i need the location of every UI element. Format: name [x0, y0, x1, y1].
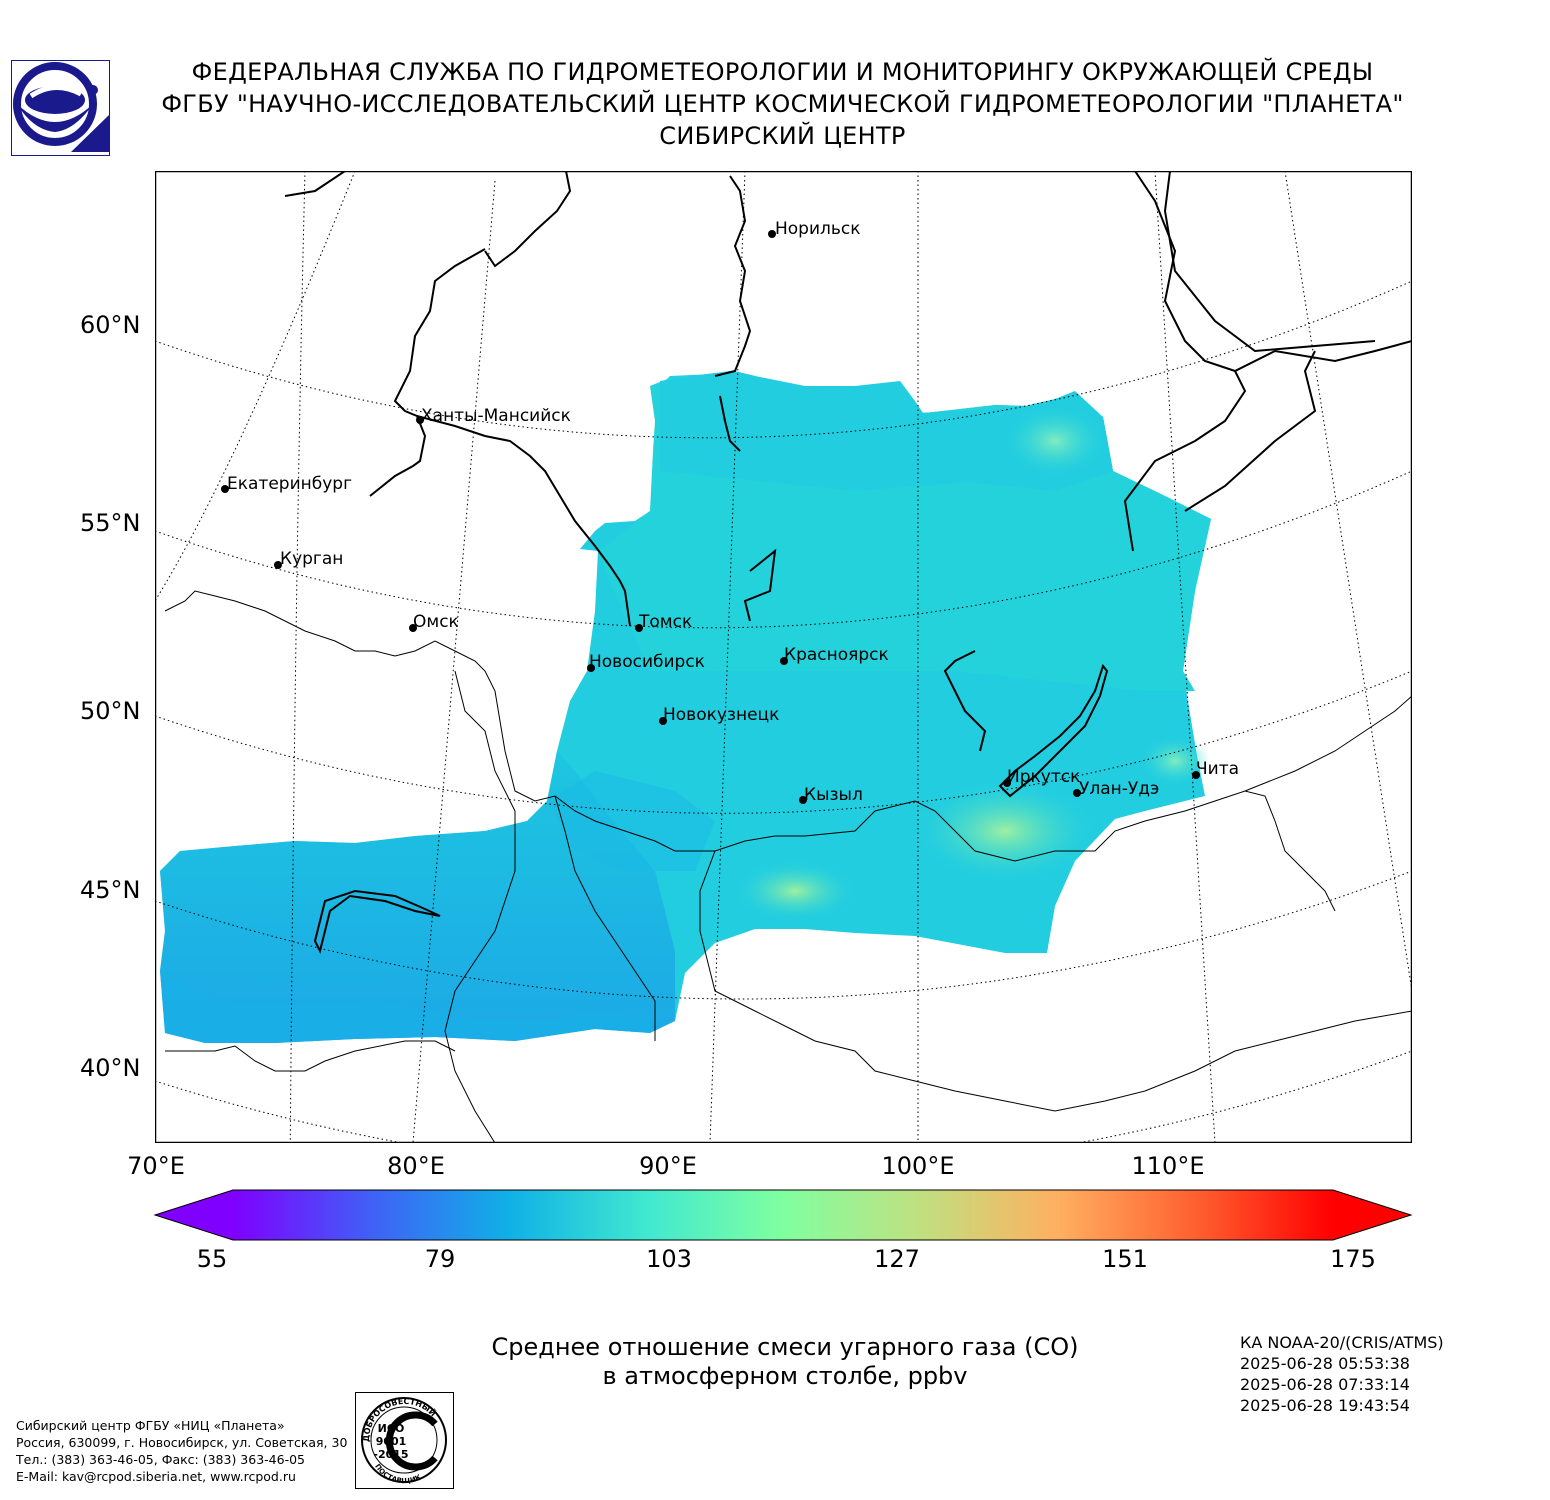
co-low-band-2	[165, 971, 650, 1043]
satellite-time-1: 2025-06-28 05:53:38	[1240, 1354, 1410, 1373]
footer-org: Сибирский центр ФГБУ «НИЦ «Планета»	[16, 1418, 285, 1433]
satellite-time-3: 2025-06-28 19:43:54	[1240, 1396, 1410, 1415]
svg-text:Красноярск: Красноярск	[784, 645, 889, 665]
header-line-3: СИБИРСКИЙ ЦЕНТР	[659, 122, 906, 150]
city-norilsk: Норильск	[768, 219, 861, 239]
footer-address: Россия, 630099, г. Новосибирск, ул. Сове…	[16, 1435, 348, 1450]
lat-label-40: 40°N	[80, 1054, 141, 1082]
colorbar-tick-151: 151	[1102, 1245, 1148, 1273]
city-irkutsk: Иркутск	[1003, 767, 1080, 787]
city-chita: Чита	[1192, 759, 1239, 779]
svg-text:ИСО: ИСО	[378, 1422, 405, 1435]
cities-layer: Норильск Ханты-Мансийск Екатеринбург Кур…	[221, 219, 1239, 805]
lake-balkhash	[313, 889, 441, 954]
city-khanty-mansiysk: Ханты-Мансийск	[416, 406, 571, 426]
satellite-name: КА NOAA-20/(CRIS/ATMS)	[1240, 1333, 1444, 1352]
lon-label-80: 80°E	[387, 1152, 445, 1180]
co-low-central	[547, 771, 715, 871]
svg-text:Новосибирск: Новосибирск	[589, 652, 705, 672]
satellite-time-2: 2025-06-28 07:33:14	[1240, 1375, 1410, 1394]
map-panel: Норильск Ханты-Мансийск Екатеринбург Кур…	[154, 165, 1413, 1175]
city-kyzyl: Кызыл	[799, 785, 863, 805]
city-novokuznetsk: Новокузнецк	[659, 705, 779, 725]
city-tomsk: Томск	[635, 612, 692, 632]
svg-text:-2015: -2015	[373, 1448, 408, 1461]
svg-text:Ханты-Мансийск: Ханты-Мансийск	[421, 406, 571, 426]
planeta-logo	[11, 60, 110, 156]
svg-text:9001: 9001	[376, 1435, 407, 1448]
svg-text:Норильск: Норильск	[775, 219, 861, 239]
co-hot-baikal	[915, 781, 1095, 881]
footer-phone: Тел.: (383) 363-46-05, Факс: (383) 363-4…	[16, 1452, 306, 1467]
co-hot-mongolia	[735, 861, 855, 921]
header-line-2: ФГБУ "НАУЧНО-ИССЛЕДОВАТЕЛЬСКИЙ ЦЕНТР КОС…	[161, 90, 1404, 118]
svg-text:Курган: Курган	[280, 549, 343, 569]
colorbar-max-arrow	[1333, 1190, 1411, 1240]
colorbar-tick-103: 103	[646, 1245, 692, 1273]
borders	[164, 590, 1413, 1144]
svg-text:Омск: Омск	[413, 612, 459, 632]
svg-text:Новокузнецк: Новокузнецк	[663, 705, 779, 725]
city-kurgan: Курган	[274, 549, 343, 569]
co-hot-north	[1005, 406, 1105, 476]
colorbar-tick-55: 55	[196, 1245, 228, 1273]
svg-text:Томск: Томск	[638, 612, 692, 632]
co-top-boundary	[660, 373, 1113, 491]
svg-text:Улан-Удэ: Улан-Удэ	[1079, 779, 1159, 799]
footer-email: E-Mail: kav@rcpod.siberia.net, www.rcpod…	[16, 1469, 296, 1484]
caption-line-1: Среднее отношение смеси угарного газа (C…	[491, 1333, 1079, 1361]
svg-text:Иркутск: Иркутск	[1007, 767, 1080, 787]
header-line-1: ФЕДЕРАЛЬНАЯ СЛУЖБА ПО ГИДРОМЕТЕОРОЛОГИИ …	[191, 58, 1374, 86]
city-ekaterinburg: Екатеринбург	[221, 474, 352, 494]
iso-stamp: ДОБРОСОВЕСТНЫЙ ПОСТАВЩИК ИСО 9001 -2015	[355, 1392, 454, 1489]
lat-label-55: 55°N	[80, 509, 141, 537]
lon-label-100: 100°E	[881, 1152, 955, 1180]
planeta-logo-icon	[11, 60, 110, 156]
colorbar-gradient	[233, 1190, 1333, 1240]
svg-text:Чита: Чита	[1196, 759, 1239, 779]
city-novosibirsk: Новосибирск	[587, 652, 705, 672]
lon-label-70: 70°E	[127, 1152, 185, 1180]
lat-label-45: 45°N	[80, 876, 141, 904]
caption-line-2: в атмосферном столбе, ppbv	[602, 1362, 968, 1390]
colorbar-outline	[153, 1189, 1413, 1241]
city-omsk: Омск	[409, 612, 459, 632]
co-low-band	[160, 751, 675, 1043]
colorbar-svg	[153, 1189, 1413, 1241]
colorbar	[153, 1188, 1413, 1242]
lon-label-110: 110°E	[1131, 1152, 1205, 1180]
lat-label-60: 60°N	[80, 311, 141, 339]
city-ulan-ude: Улан-Удэ	[1073, 779, 1159, 799]
colorbar-min-arrow	[155, 1190, 233, 1240]
city-krasnoyarsk: Красноярск	[780, 645, 889, 665]
colorbar-tick-175: 175	[1330, 1245, 1376, 1273]
lon-label-90: 90°E	[639, 1152, 697, 1180]
lat-label-50: 50°N	[80, 697, 141, 725]
colorbar-tick-127: 127	[874, 1245, 920, 1273]
map-frame	[154, 170, 1413, 1144]
svg-text:Екатеринбург: Екатеринбург	[227, 474, 352, 494]
graticule	[154, 170, 1413, 1175]
lake-baikal	[998, 663, 1109, 798]
svg-text:Кызыл: Кызыл	[804, 785, 863, 805]
map-svg: Норильск Ханты-Мансийск Екатеринбург Кур…	[154, 165, 1413, 1175]
colorbar-tick-79: 79	[424, 1245, 456, 1273]
iso-stamp-icon: ДОБРОСОВЕСТНЫЙ ПОСТАВЩИК ИСО 9001 -2015	[355, 1392, 454, 1489]
rivers	[284, 165, 1413, 752]
